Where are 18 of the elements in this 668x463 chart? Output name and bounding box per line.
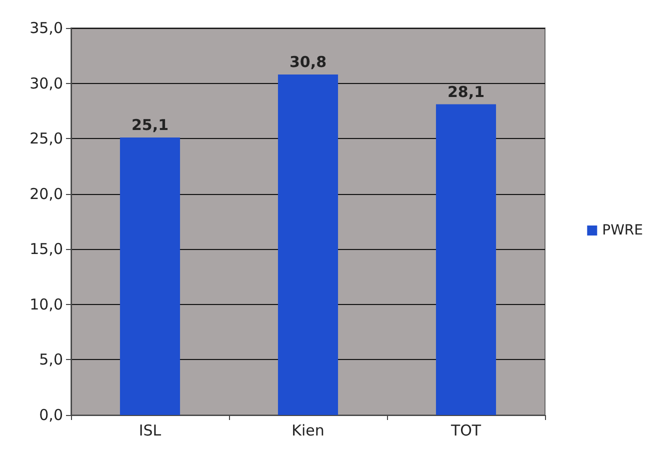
bar xyxy=(436,104,496,415)
x-tick-label: ISL xyxy=(138,422,162,440)
x-tick-label: Kien xyxy=(292,422,324,440)
data-label: 30,8 xyxy=(289,52,327,71)
data-label: 25,1 xyxy=(131,116,169,134)
y-tick-label: 25,0 xyxy=(30,130,63,148)
y-tick-label: 15,0 xyxy=(30,240,63,258)
y-tick-label: 20,0 xyxy=(30,184,63,203)
y-tick-label: 0,0 xyxy=(39,406,63,424)
x-tick-label: TOT xyxy=(450,422,482,440)
bar xyxy=(278,74,338,415)
y-tick-label: 30,0 xyxy=(30,74,63,92)
y-tick-label: 5,0 xyxy=(39,350,63,369)
bar xyxy=(120,137,180,415)
y-tick-label: 10,0 xyxy=(30,295,63,314)
legend-label: PWRE xyxy=(602,222,643,238)
y-tick-label: 35,0 xyxy=(30,19,63,37)
data-label: 28,1 xyxy=(447,82,485,101)
